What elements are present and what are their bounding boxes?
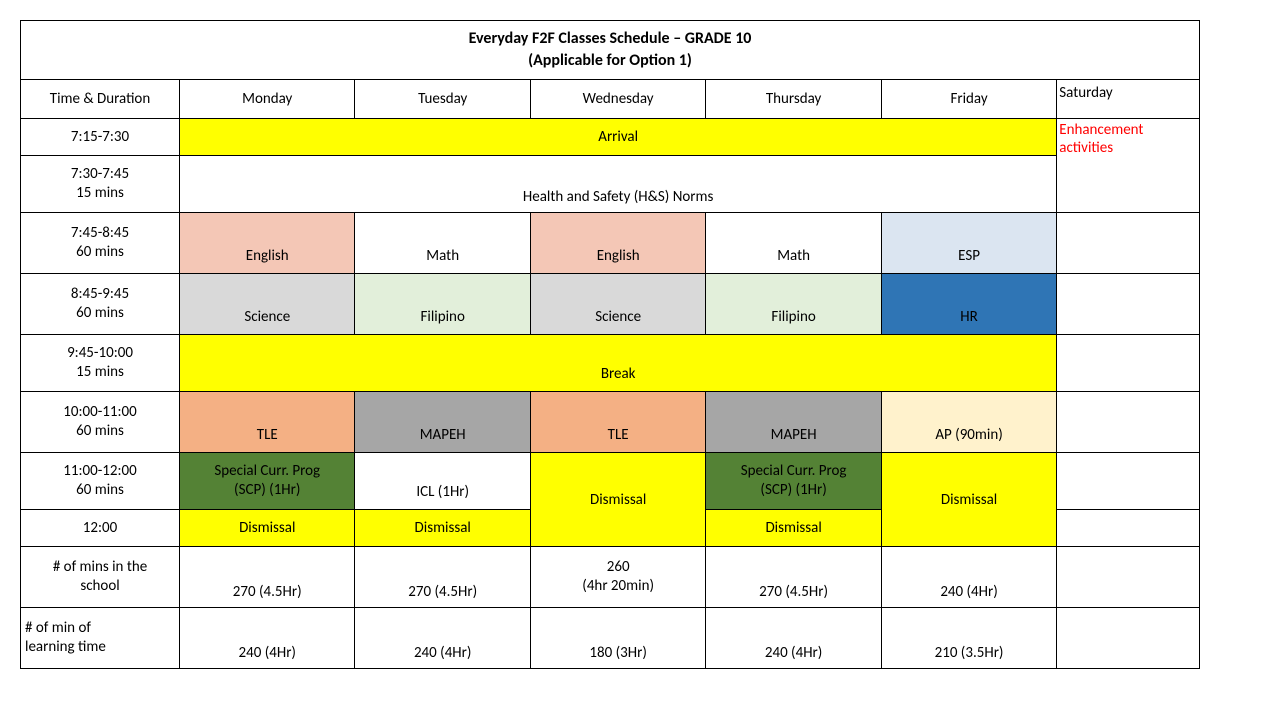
p4-thu: Special Curr. Prog (SCP) (1Hr) — [706, 453, 881, 510]
row-hs-norms: 7:30-7:45 15 mins Health and Safety (H&S… — [21, 156, 1200, 213]
row-period-3: 10:00-11:00 60 mins TLE MAPEH TLE MAPEH … — [21, 392, 1200, 453]
cell-saturday-enhancement: Enhancement activities — [1057, 119, 1200, 213]
p1-mon: English — [180, 213, 355, 274]
header-tue: Tuesday — [355, 80, 530, 119]
p1-tue: Math — [355, 213, 530, 274]
p3-tue: MAPEH — [355, 392, 530, 453]
p4-mon: Special Curr. Prog (SCP) (1Hr) — [180, 453, 355, 510]
p2-mon: Science — [180, 274, 355, 335]
r8-thu: Dismissal — [706, 510, 881, 547]
row-learning-time: # of min of learning time 240 (4Hr) 240 … — [21, 608, 1200, 669]
schedule-table: Everyday F2F Classes Schedule – GRADE 10… — [20, 20, 1200, 669]
time-1200: 12:00 — [21, 510, 180, 547]
row-period-4: 11:00-12:00 60 mins Special Curr. Prog (… — [21, 453, 1200, 510]
r10-tue: 240 (4Hr) — [355, 608, 530, 669]
time-break: 9:45-10:00 15 mins — [21, 335, 180, 392]
row-period-2: 8:45-9:45 60 mins Science Filipino Scien… — [21, 274, 1200, 335]
r10-sat — [1057, 608, 1200, 669]
r8-sat — [1057, 510, 1200, 547]
p2-fri: HR — [881, 274, 1056, 335]
row-break: 9:45-10:00 15 mins Break — [21, 335, 1200, 392]
row-mins-school: # of mins in the school 270 (4.5Hr) 270 … — [21, 547, 1200, 608]
header-thu: Thursday — [706, 80, 881, 119]
time-p3: 10:00-11:00 60 mins — [21, 392, 180, 453]
p1-thu: Math — [706, 213, 881, 274]
p3-fri: AP (90min) — [881, 392, 1056, 453]
header-row: Time & Duration Monday Tuesday Wednesday… — [21, 80, 1200, 119]
p2-sat — [1057, 274, 1200, 335]
header-wed: Wednesday — [530, 80, 705, 119]
p1-fri: ESP — [881, 213, 1056, 274]
p4-sat — [1057, 453, 1200, 510]
r9-mon: 270 (4.5Hr) — [180, 547, 355, 608]
title-line-1: Everyday F2F Classes Schedule – GRADE 10 — [469, 29, 752, 48]
p3-sat — [1057, 392, 1200, 453]
header-fri: Friday — [881, 80, 1056, 119]
r9-wed: 260 (4hr 20min) — [530, 547, 705, 608]
r10-mon: 240 (4Hr) — [180, 608, 355, 669]
p4-wed: Dismissal — [530, 453, 705, 547]
row-arrival: 7:15-7:30 Arrival Enhancement activities — [21, 119, 1200, 156]
header-time: Time & Duration — [21, 80, 180, 119]
title-row: Everyday F2F Classes Schedule – GRADE 10… — [21, 21, 1200, 80]
p3-wed: TLE — [530, 392, 705, 453]
r10-wed: 180 (3Hr) — [530, 608, 705, 669]
cell-hs-norms: Health and Safety (H&S) Norms — [180, 156, 1057, 213]
p2-thu: Filipino — [706, 274, 881, 335]
p3-thu: MAPEH — [706, 392, 881, 453]
time-p1: 7:45-8:45 60 mins — [21, 213, 180, 274]
time-p2: 8:45-9:45 60 mins — [21, 274, 180, 335]
r9-fri: 240 (4Hr) — [881, 547, 1056, 608]
time-p4: 11:00-12:00 60 mins — [21, 453, 180, 510]
r9-thu: 270 (4.5Hr) — [706, 547, 881, 608]
cell-arrival: Arrival — [180, 119, 1057, 156]
schedule-title: Everyday F2F Classes Schedule – GRADE 10… — [21, 21, 1200, 80]
p3-mon: TLE — [180, 392, 355, 453]
p1-wed: English — [530, 213, 705, 274]
label-mins-school: # of mins in the school — [21, 547, 180, 608]
p1-sat — [1057, 213, 1200, 274]
break-sat — [1057, 335, 1200, 392]
header-sat: Saturday — [1057, 80, 1200, 119]
title-line-2: (Applicable for Option 1) — [528, 51, 692, 70]
enh-line-1: Enhancement — [1059, 121, 1143, 139]
p2-wed: Science — [530, 274, 705, 335]
p2-tue: Filipino — [355, 274, 530, 335]
p4-tue: ICL (1Hr) — [355, 453, 530, 510]
r8-tue: Dismissal — [355, 510, 530, 547]
label-learning-time: # of min of learning time — [21, 608, 180, 669]
time-hs: 7:30-7:45 15 mins — [21, 156, 180, 213]
header-mon: Monday — [180, 80, 355, 119]
r9-sat — [1057, 547, 1200, 608]
r9-tue: 270 (4.5Hr) — [355, 547, 530, 608]
r8-mon: Dismissal — [180, 510, 355, 547]
r10-thu: 240 (4Hr) — [706, 608, 881, 669]
time-arrival: 7:15-7:30 — [21, 119, 180, 156]
p4-fri: Dismissal — [881, 453, 1056, 547]
enh-line-2: activities — [1059, 139, 1113, 157]
r10-fri: 210 (3.5Hr) — [881, 608, 1056, 669]
cell-break: Break — [180, 335, 1057, 392]
row-period-1: 7:45-8:45 60 mins English Math English M… — [21, 213, 1200, 274]
